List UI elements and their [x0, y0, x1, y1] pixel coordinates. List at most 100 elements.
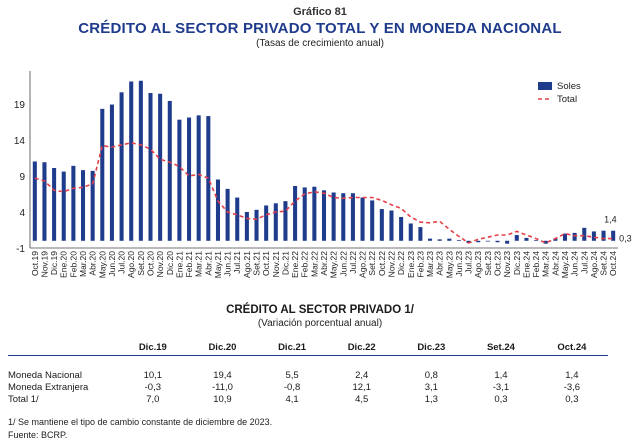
x-tick-label: Abr.20 [88, 251, 98, 276]
x-tick-label: Nov.22 [386, 251, 396, 278]
bar-soles [437, 239, 442, 241]
table-cell: 1,3 [424, 394, 438, 405]
line-total [34, 141, 614, 244]
bar-soles [90, 170, 95, 241]
bar-soles [264, 205, 269, 241]
figure-number: Gráfico 81 [293, 6, 347, 18]
x-tick-label: Mar.23 [425, 251, 435, 277]
x-tick-label: Ago.22 [358, 251, 368, 278]
table-cell: 3,1 [424, 382, 438, 393]
table-cell: 1,4 [494, 370, 508, 381]
table-cell: 0,3 [494, 394, 508, 405]
x-tick-label: May.23 [444, 251, 454, 279]
col-header: Dic.19 [118, 340, 188, 356]
bar-soles [167, 100, 172, 241]
table-cell: 4,1 [285, 394, 299, 405]
x-tick-label: Dic.19 [49, 251, 59, 275]
x-tick-label: Nov.21 [271, 251, 281, 278]
bar-soles [331, 192, 336, 241]
x-tick-label: Abr.23 [435, 251, 445, 276]
table-cell: -11,0 [211, 382, 233, 393]
bar-soles [119, 92, 124, 241]
bar-soles [408, 223, 413, 241]
bar-soles [225, 188, 230, 241]
y-tick-label: 9 [19, 172, 25, 183]
x-tick-label: Nov.20 [155, 251, 165, 278]
table-corner [8, 340, 118, 356]
bar-soles [399, 217, 404, 241]
table-cell: 12,1 [352, 382, 371, 393]
bar-soles [360, 197, 365, 241]
x-tick-label: Feb.20 [68, 251, 78, 278]
col-header: Set.24 [466, 340, 536, 356]
bar-soles [71, 165, 76, 241]
legend-label-soles: Soles [557, 81, 581, 92]
x-tick-label: Set.20 [136, 251, 146, 276]
bar-soles [206, 116, 211, 241]
x-tick-label: Oct.20 [145, 251, 155, 276]
table-cell: 2,4 [355, 370, 369, 381]
bar-soles [389, 210, 394, 241]
bar-soles [235, 197, 240, 241]
x-tick-label: May.24 [560, 251, 570, 279]
x-tick-label: Jul.24 [579, 251, 589, 274]
bar-soles [254, 209, 259, 241]
bar-soles [244, 211, 249, 241]
x-tick-label: Set.21 [252, 251, 262, 276]
legend-swatch-soles [538, 82, 552, 90]
x-tick-label: Ene.23 [406, 251, 416, 278]
table-cell: -0,3 [144, 382, 161, 393]
x-tick-label: Dic.20 [165, 251, 175, 275]
table-cell: 1,4 [565, 370, 579, 381]
bar-soles [80, 170, 86, 241]
x-tick-label: Oct.24 [608, 251, 618, 276]
bar-soles [52, 167, 57, 241]
x-tick-label: Set.24 [599, 251, 609, 276]
col-header: Oct.24 [535, 340, 608, 356]
bar-soles [32, 161, 37, 241]
x-tick-label: Jun.21 [223, 251, 233, 277]
bar-soles [601, 230, 606, 241]
col-header: Dic.22 [326, 340, 397, 356]
x-tick-label: Abr.24 [550, 251, 560, 276]
bar-soles [129, 81, 134, 241]
bar-soles [534, 240, 539, 241]
table-subtitle: (Variación porcentual anual) [257, 318, 383, 329]
x-tick-label: Oct.19 [30, 251, 40, 276]
bar-soles [148, 93, 153, 241]
bar-soles [350, 193, 355, 241]
x-tick-label: Ene.20 [59, 251, 69, 278]
bar-soles [428, 238, 433, 241]
bar-soles [61, 171, 66, 241]
bar-soles [495, 240, 500, 243]
x-tick-label: Jul.23 [464, 251, 474, 274]
x-tick-label: May.21 [213, 251, 223, 279]
table-row: Moneda Nacional 10,1 19,4 5,5 2,4 0,8 1,… [8, 356, 608, 383]
x-tick-label: Feb.22 [300, 251, 310, 278]
bar-soles [302, 187, 307, 241]
bar-soles [456, 240, 461, 241]
col-header: Dic.20 [187, 340, 258, 356]
x-tick-label: Mar.24 [541, 251, 551, 277]
bar-soles [312, 186, 317, 241]
source-note: Fuente: BCRP. [8, 430, 68, 440]
row-label: Total 1/ [8, 394, 39, 405]
x-tick-label: May.20 [97, 251, 107, 279]
x-tick-label: Jul.21 [232, 251, 242, 274]
bar-soles [611, 230, 616, 241]
x-tick-label: Ene.24 [521, 251, 531, 278]
bar-soles [447, 238, 452, 241]
footnote: 1/ Se mantiene el tipo de cambio constan… [8, 417, 273, 427]
bar-soles [187, 117, 192, 241]
x-tick-label: Nov.23 [502, 251, 512, 278]
x-tick-label: Feb.24 [531, 251, 541, 278]
bar-soles [158, 93, 163, 241]
col-header: Dic.23 [396, 340, 467, 356]
bar-soles [543, 240, 548, 244]
chart-subtitle: (Tasas de crecimiento anual) [256, 38, 384, 49]
data-label-total: 0,3 [619, 234, 632, 244]
table-cell: -0,8 [283, 382, 301, 393]
table-cell: 10,1 [143, 370, 163, 381]
bar-soles [370, 200, 375, 241]
x-tick-label: May.22 [329, 251, 339, 279]
